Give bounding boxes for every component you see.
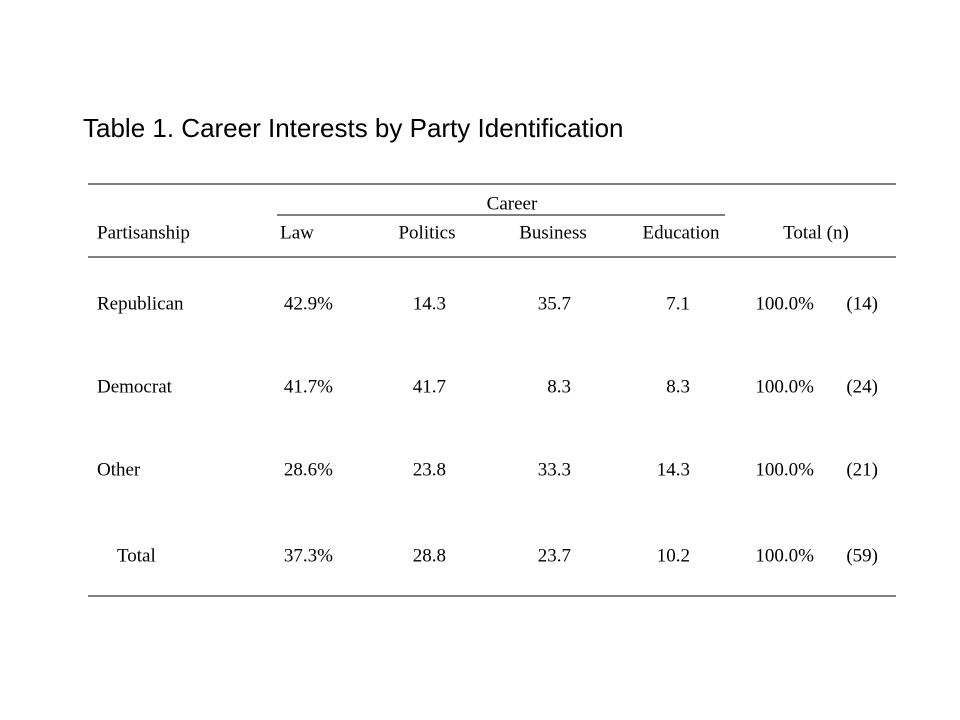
cell: 8.3	[547, 376, 571, 397]
cell: 23.7	[538, 545, 571, 566]
cell: 100.0%	[755, 293, 814, 314]
cell: 23.8	[413, 459, 446, 480]
row-label: Republican	[97, 293, 184, 314]
table-title: Table 1. Career Interests by Party Ident…	[83, 113, 624, 143]
cell: 42.9%	[284, 293, 333, 314]
cell: 35.7	[538, 293, 571, 314]
cell: (21)	[846, 459, 878, 480]
spanner: Career	[487, 193, 538, 214]
cell: 14.3	[657, 459, 690, 480]
cell: 28.8	[413, 545, 446, 566]
cell: 41.7%	[284, 376, 333, 397]
cell: 10.2	[657, 545, 690, 566]
column-header: Education	[642, 222, 720, 243]
column-header: Partisanship	[97, 222, 190, 243]
cell: 28.6%	[284, 459, 333, 480]
cell: (59)	[846, 545, 878, 566]
row-label: Other	[97, 459, 141, 480]
cell: 37.3%	[284, 545, 333, 566]
column-header: Politics	[398, 222, 455, 243]
row-label: Total	[117, 545, 156, 566]
column-header: Law	[280, 222, 314, 243]
cell: 7.1	[666, 293, 690, 314]
cell: 100.0%	[755, 376, 814, 397]
cell: 8.3	[666, 376, 690, 397]
cell: 14.3	[413, 293, 446, 314]
cell: (24)	[846, 376, 878, 397]
cell: (14)	[846, 293, 878, 314]
cell: 41.7	[413, 376, 446, 397]
cell: 100.0%	[755, 545, 814, 566]
cell: 100.0%	[755, 459, 814, 480]
row-label: Democrat	[97, 376, 173, 397]
cell: 33.3	[538, 459, 571, 480]
column-header: Total (n)	[783, 222, 849, 243]
column-header: Business	[519, 222, 587, 243]
